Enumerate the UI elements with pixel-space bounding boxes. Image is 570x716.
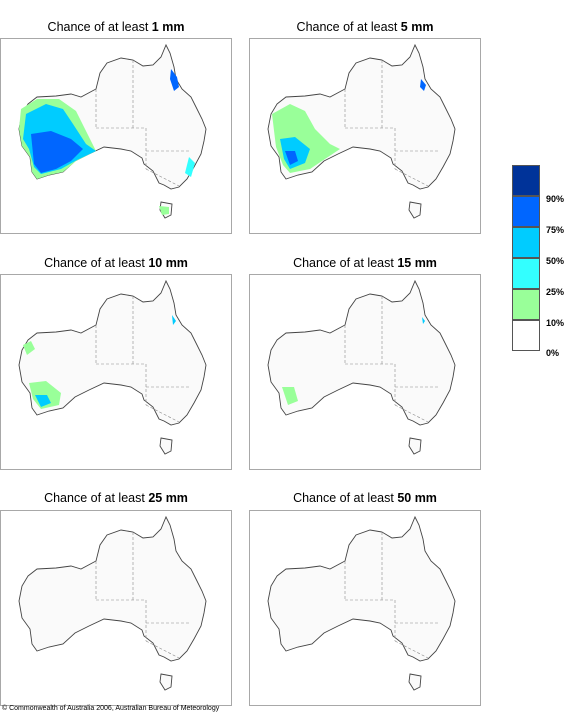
legend-swatch-50: [512, 227, 540, 258]
panel-title-10mm: Chance of at least 10 mm: [44, 256, 188, 270]
copyright-notice: © Commonwealth of Australia 2006, Austra…: [2, 705, 220, 712]
legend-swatch-25: [512, 258, 540, 289]
legend-swatch-75: [512, 196, 540, 227]
legend-label-90: 90%: [546, 194, 565, 204]
map-50mm: [249, 510, 481, 706]
legend-label-50: 50%: [546, 256, 565, 266]
panel-title-25mm: Chance of at least 25 mm: [44, 491, 188, 505]
map-15mm: [249, 274, 481, 470]
map-1mm: [0, 38, 232, 234]
legend-swatch-10: [512, 289, 540, 320]
legend-swatch-90: [512, 165, 540, 196]
legend-label-75: 75%: [546, 225, 565, 235]
map-25mm: [0, 510, 232, 706]
panel-title-1mm: Chance of at least 1 mm: [47, 20, 185, 34]
legend-label-10: 10%: [546, 318, 565, 328]
map-10mm: [0, 274, 232, 470]
legend-label-25: 25%: [546, 287, 565, 297]
panel-title-5mm: Chance of at least 5 mm: [296, 20, 434, 34]
legend-swatch-0: [512, 320, 540, 351]
panel-title-15mm: Chance of at least 15 mm: [293, 256, 437, 270]
panel-title-50mm: Chance of at least 50 mm: [293, 491, 437, 505]
map-5mm: [249, 38, 481, 234]
legend-label-0: 0%: [546, 348, 560, 358]
